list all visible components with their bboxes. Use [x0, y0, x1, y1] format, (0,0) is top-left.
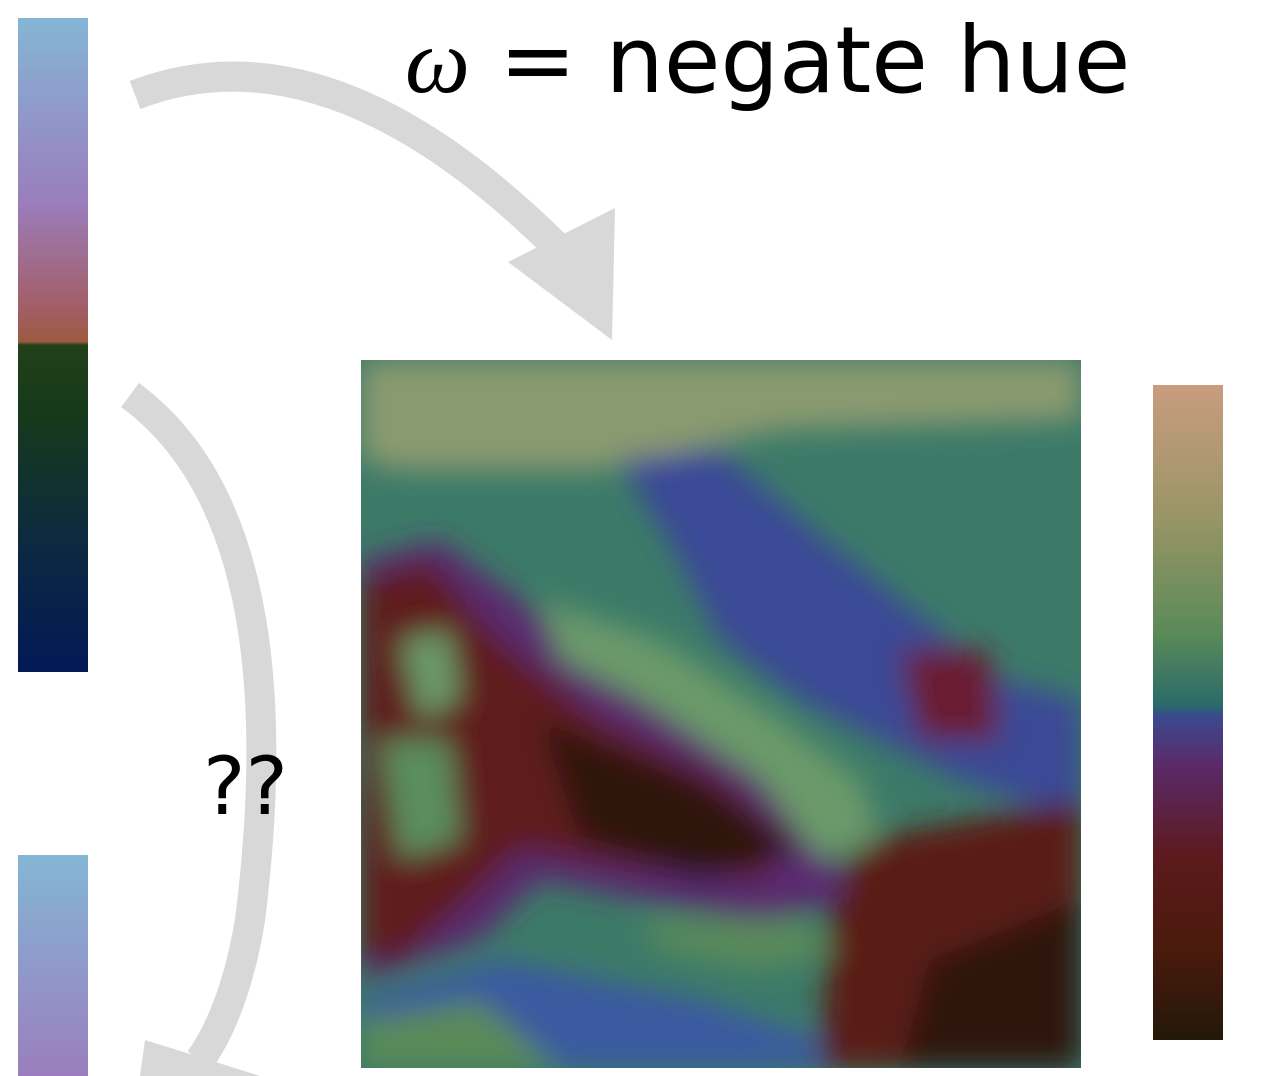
colorbar-unknown — [18, 855, 88, 1076]
colorbar-negated — [1153, 385, 1223, 1040]
title-text: = negate hue — [499, 7, 1130, 114]
question-label: ?? — [203, 740, 288, 833]
diagram: ω = negate hue ?? — [0, 0, 1282, 1076]
title-symbol: ω — [405, 10, 470, 112]
page: {"title": {"symbol": "ω", "text": "= neg… — [0, 0, 1282, 1076]
map — [361, 360, 1081, 1068]
arrow-bottom — [130, 395, 261, 1060]
title: ω = negate hue — [405, 7, 1130, 114]
colorbar-original — [18, 18, 88, 672]
